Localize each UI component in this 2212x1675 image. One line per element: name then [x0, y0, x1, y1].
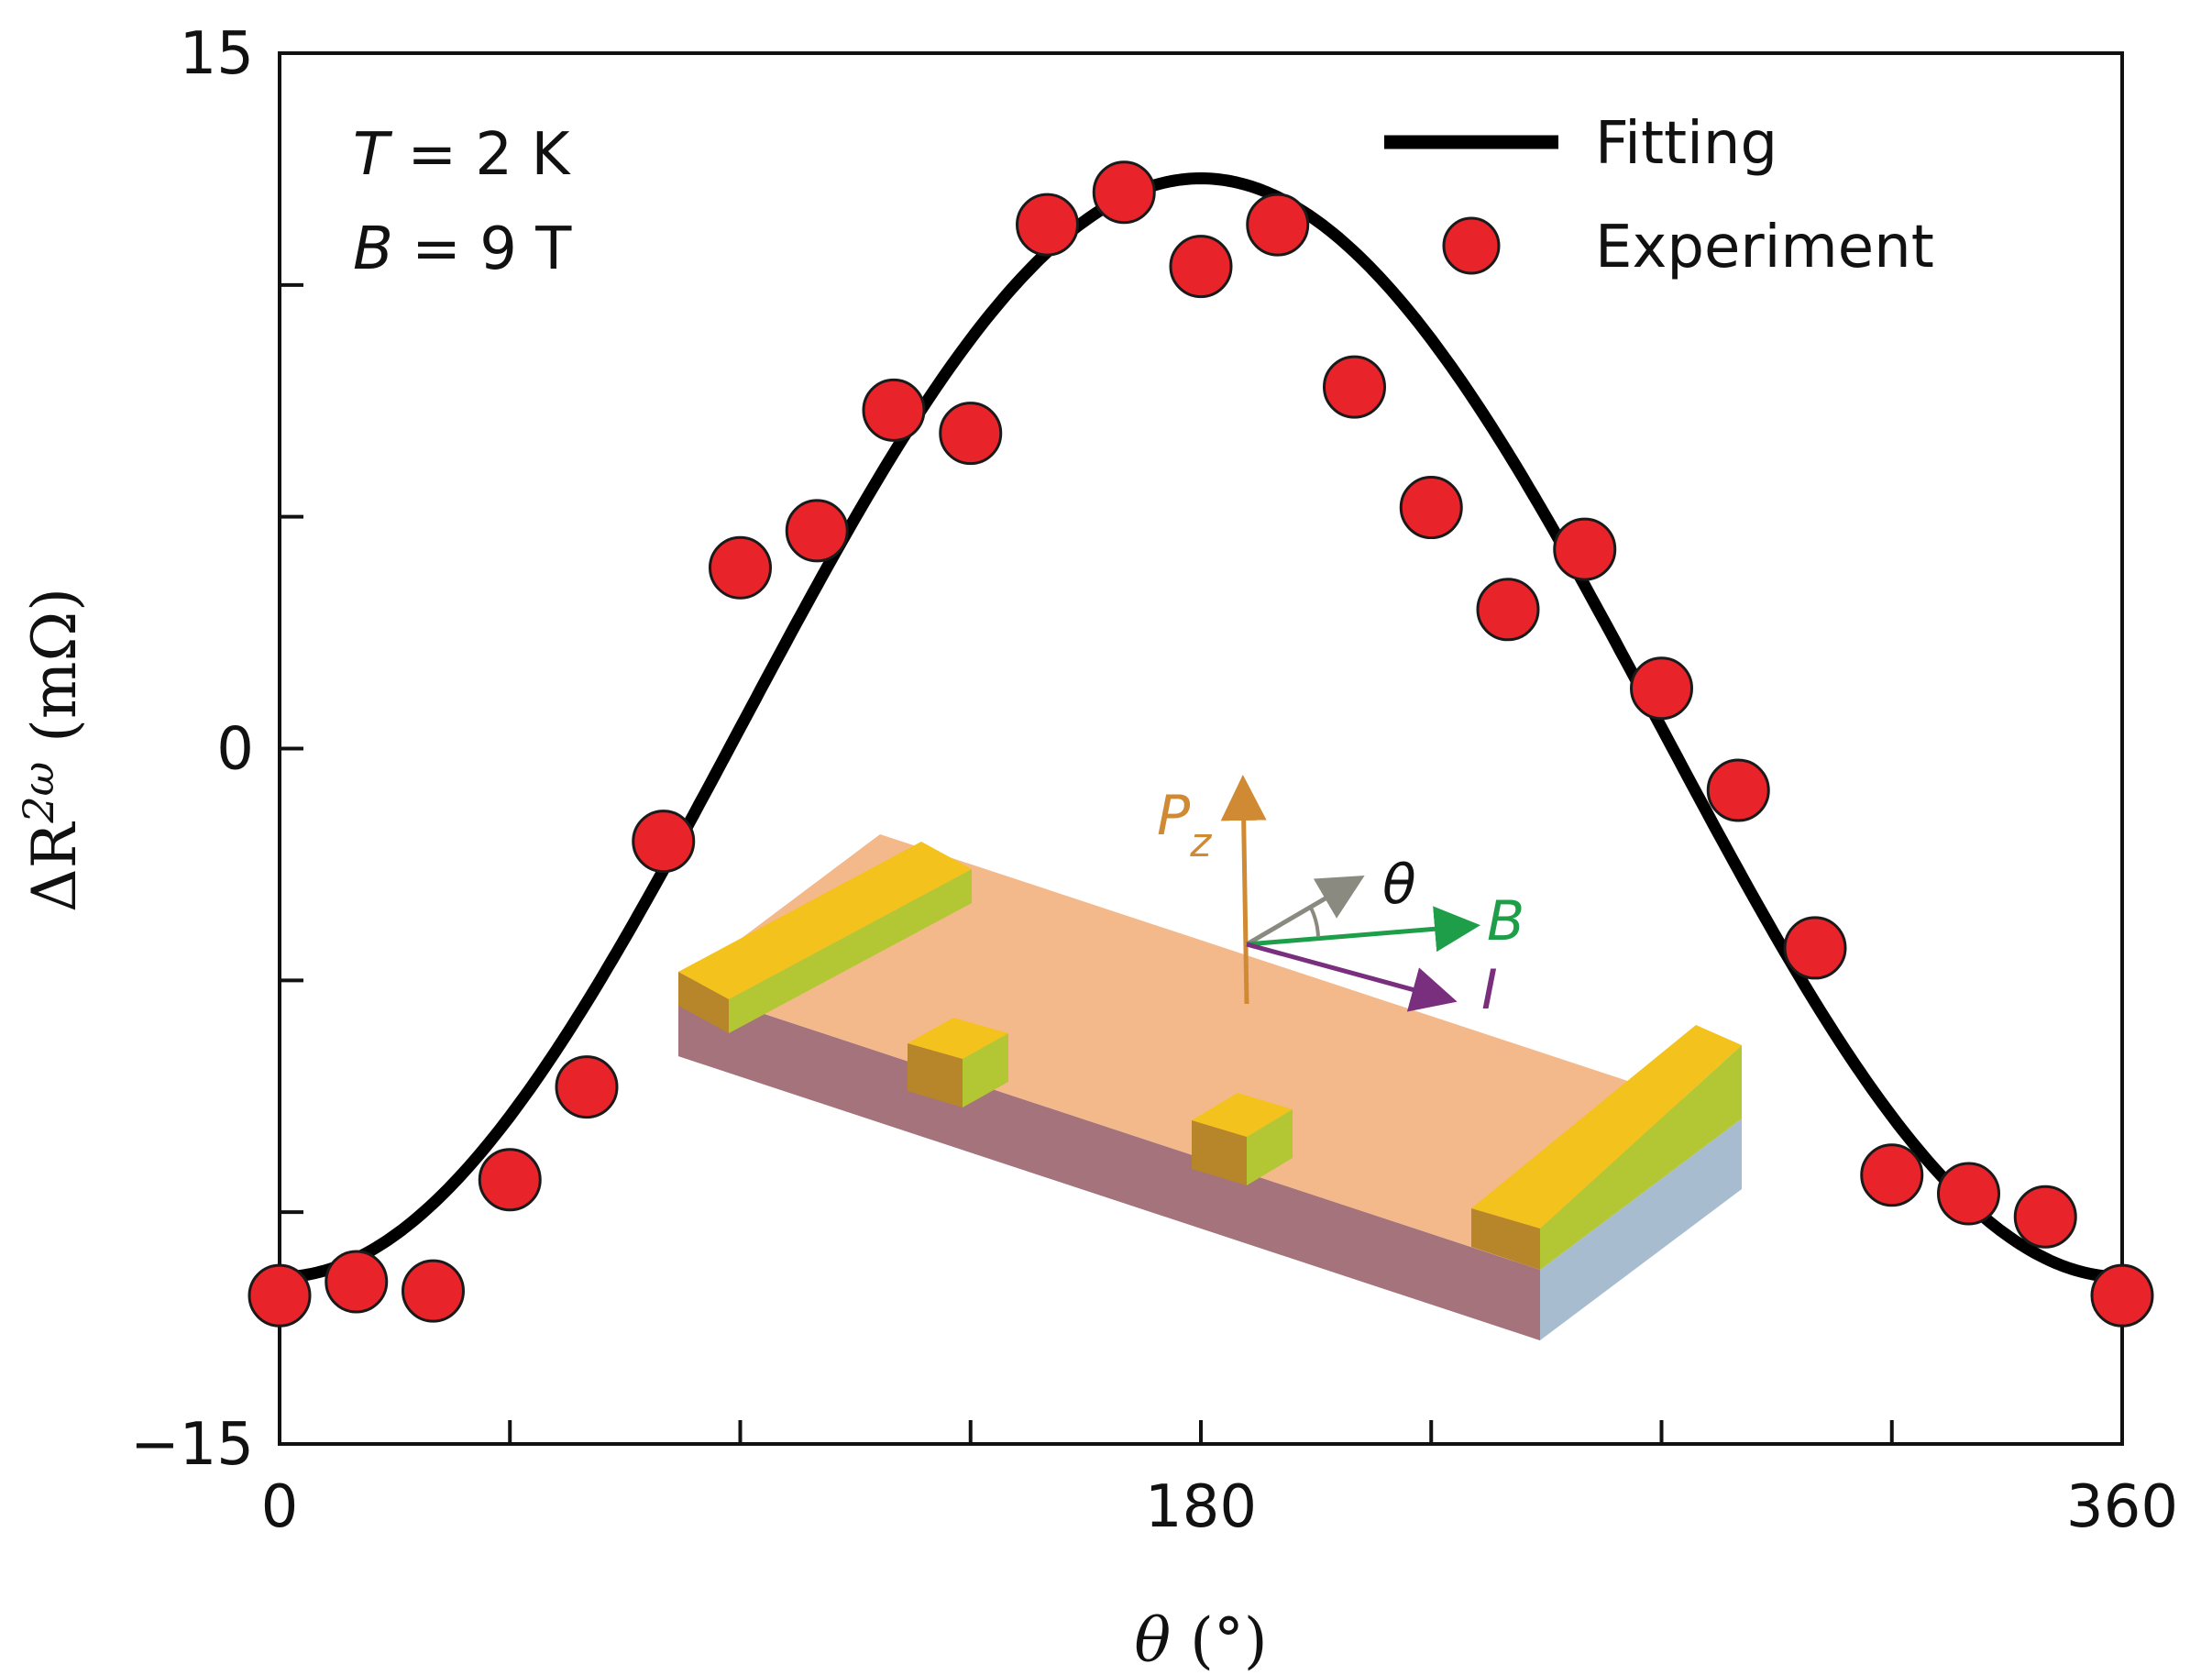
experiment-point [478, 1148, 542, 1212]
experiment-point [785, 499, 849, 563]
pad-2-top [1192, 1093, 1293, 1137]
experiment-point [939, 402, 1003, 466]
pad-2-side [1247, 1109, 1293, 1185]
pz-arrow [1220, 775, 1267, 1005]
experiment-point [2013, 1185, 2077, 1249]
right-contact-top [1471, 1025, 1742, 1229]
experiment-point [1706, 758, 1770, 822]
left-contact-front [729, 869, 972, 1033]
right-contact-side [1471, 1208, 1540, 1270]
pz-label: Pz [1157, 784, 1212, 866]
experiment-point [555, 1055, 619, 1119]
i-arrow [1246, 942, 1458, 1012]
pad-2-front [1192, 1120, 1247, 1185]
device-schematic-inset: Pz θ B I [678, 775, 1742, 1340]
b-label: B [1487, 889, 1524, 953]
left-contact-side [678, 972, 729, 1033]
experiment-points [248, 160, 2154, 1328]
experiment-point [1860, 1143, 1924, 1207]
experiment-point [1630, 656, 1693, 721]
right-contact-front [1540, 1045, 1742, 1270]
film-side-face [1540, 1119, 1742, 1340]
experiment-point [1016, 193, 1079, 257]
legend-fitting-label: Fitting [1595, 110, 1777, 178]
pad-1-front [908, 1043, 963, 1107]
experiment-point [1246, 193, 1310, 257]
temperature-annotation: T = 2 K [353, 121, 571, 189]
legend: Fitting Experiment [1384, 110, 1934, 281]
experiment-point [709, 535, 772, 600]
field-annotation: B = 9 T [353, 215, 572, 283]
experiment-point [1783, 916, 1847, 980]
left-contact-top [678, 842, 972, 999]
experiment-point [2090, 1263, 2154, 1328]
y-tick-label: 15 [180, 20, 254, 88]
experiment-point [1323, 355, 1386, 419]
experiment-point [1092, 160, 1156, 225]
fitting-curve [279, 172, 2123, 1284]
theta-angle-arc [1309, 907, 1320, 938]
experiment-point [632, 810, 696, 874]
experiment-point [1169, 235, 1233, 299]
i-label: I [1481, 958, 1498, 1022]
y-axis-title: ΔR2ω (mΩ) [14, 588, 90, 912]
experiment-point [1553, 517, 1617, 581]
experiment-point [325, 1250, 389, 1314]
experiment-point [1399, 476, 1463, 540]
axis-ticks [278, 51, 2124, 1446]
y-tick-label: 0 [216, 716, 254, 784]
substrate-front-face [678, 986, 1540, 1340]
legend-experiment-swatch [1442, 216, 1501, 275]
film-top-face [678, 834, 1742, 1270]
y-tick-label: −15 [130, 1411, 254, 1479]
legend-experiment-label: Experiment [1595, 214, 1934, 281]
experiment-point [862, 378, 926, 442]
x-tick-label: 180 [1145, 1473, 1257, 1541]
theta-arrow [1245, 875, 1365, 947]
pad-1-side [963, 1033, 1008, 1107]
pad-1-top [908, 1018, 1008, 1059]
experiment-point [1937, 1162, 2000, 1226]
experiment-point [248, 1263, 312, 1328]
x-tick-label: 360 [2066, 1473, 2178, 1541]
experiment-point [402, 1259, 465, 1323]
x-axis-title: θ (°) [1134, 1605, 1267, 1675]
experiment-point [1476, 578, 1540, 642]
x-tick-label: 0 [261, 1473, 299, 1541]
b-arrow [1246, 906, 1480, 953]
theta-label: θ [1382, 853, 1416, 917]
